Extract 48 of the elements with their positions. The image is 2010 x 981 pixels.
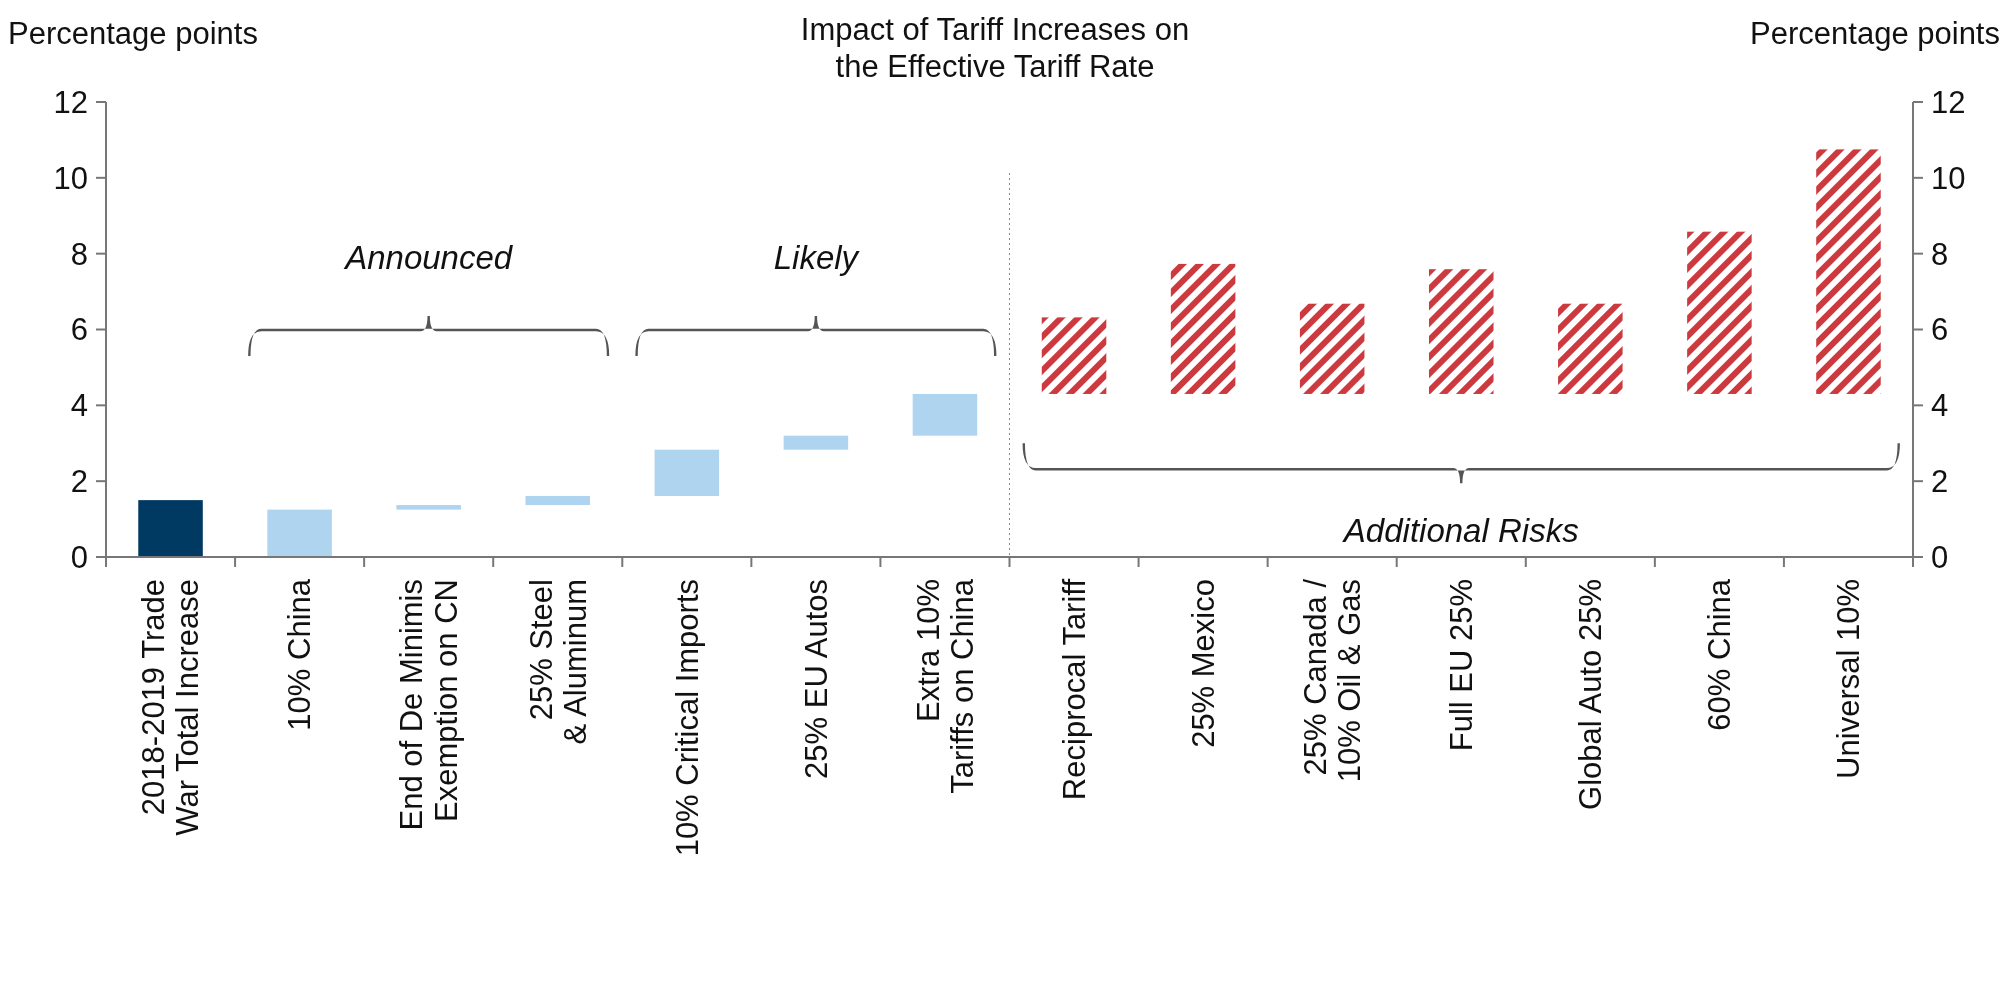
y-tick-label: 12	[53, 84, 88, 120]
x-tick-label: Reciprocal Tariff	[1056, 578, 1092, 801]
bar	[396, 505, 461, 510]
x-tick-label: 25% EU Autos	[798, 579, 834, 779]
bar	[1687, 231, 1752, 394]
bar	[267, 509, 332, 557]
y2-tick-label: 2	[1931, 464, 1949, 500]
y2-tick-label: 12	[1931, 84, 1966, 120]
x-tick-label: Extra 10% Tariffs on China	[910, 578, 980, 794]
x-tick-label: 25% Canada / 10% Oil & Gas	[1297, 578, 1368, 783]
bar	[1816, 149, 1881, 394]
x-tick-label: 10% China	[282, 578, 318, 731]
y-tick-label: 6	[70, 312, 88, 348]
x-tick-label: Global Auto 25%	[1573, 579, 1609, 810]
bar	[1428, 269, 1494, 394]
bar	[783, 435, 849, 450]
bar	[1299, 303, 1365, 394]
y-tick-label: 0	[70, 539, 88, 575]
y-tick-label: 2	[70, 464, 88, 500]
y2-axis-title: Percentage points	[1750, 16, 2000, 51]
bar	[525, 495, 591, 506]
annotation: Announced	[343, 239, 514, 277]
bar	[1558, 303, 1623, 394]
annotation: Likely	[773, 239, 861, 277]
bar	[1170, 263, 1236, 394]
y2-tick-label: 0	[1931, 539, 1949, 575]
x-tick-label: End of De Minimis Exemption on CN	[394, 579, 464, 831]
y2-tick-label: 4	[1931, 388, 1949, 424]
y-tick-label: 4	[70, 388, 88, 424]
x-tick-label: Universal 10%	[1831, 579, 1867, 779]
x-tick-label: 2018-2019 Trade War Total Increase	[136, 579, 206, 836]
y-tick-label: 10	[53, 160, 88, 196]
bar	[654, 449, 720, 496]
chart-title: Impact of Tariff Increases on the Effective Tariff Rate	[800, 12, 1190, 84]
annotation: Additional Risks	[1341, 512, 1579, 550]
y2-tick-label: 8	[1931, 236, 1949, 272]
x-tick-label: 10% Critical Imports	[669, 579, 705, 857]
bar	[912, 393, 978, 436]
y-tick-label: 8	[70, 236, 88, 272]
x-tick-label: Full EU 25%	[1444, 579, 1480, 752]
bar	[1041, 317, 1107, 394]
bar	[138, 500, 203, 557]
y2-tick-label: 10	[1931, 160, 1966, 196]
x-tick-label: 25% Mexico	[1185, 579, 1221, 748]
y2-tick-label: 6	[1931, 312, 1949, 348]
x-tick-label: 25% Steel & Aluminum	[523, 579, 593, 745]
y-axis-title: Percentage points	[8, 16, 258, 51]
x-tick-label: 60% China	[1702, 578, 1738, 731]
